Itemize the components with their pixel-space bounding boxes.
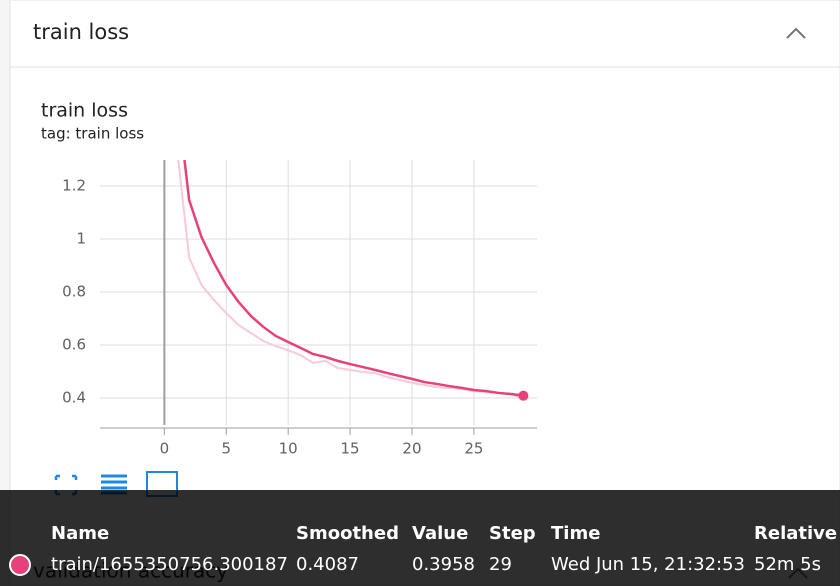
- series-line: [183, 160, 524, 397]
- y-tick-label: 1.2: [62, 176, 86, 194]
- tooltip: [0, 490, 840, 586]
- plot: 0.4 0.6 0.8 1 1.2 0 5 10 15 20 25: [62, 160, 537, 458]
- x-tick-label: 20: [402, 440, 421, 458]
- x-tick-label: 0: [160, 440, 170, 458]
- tooltip-content: Name Smoothed Value Step Time Relative t…: [9, 523, 837, 576]
- x-tick-label: 10: [279, 440, 298, 458]
- tooltip-header: Smoothed: [296, 523, 399, 544]
- panel-title[interactable]: train loss: [33, 20, 129, 44]
- tooltip-header: Step: [489, 523, 536, 544]
- card: [9, 0, 840, 586]
- tooltip-header: Name: [51, 523, 109, 544]
- y-tick-label: 0.8: [62, 282, 86, 300]
- tooltip-header: Value: [412, 523, 468, 544]
- tooltip-cell: 0.4087: [296, 554, 359, 575]
- x-tick-label: 15: [341, 440, 360, 458]
- tooltip-header: Time: [551, 523, 600, 544]
- tooltip-header: Relative: [754, 523, 837, 544]
- y-tick-label: 0.6: [62, 335, 86, 353]
- tooltip-cell: train/1655350756.300187: [51, 554, 288, 575]
- run-swatch: [9, 554, 31, 576]
- collapse-chevron[interactable]: [786, 27, 806, 39]
- chart-subtitle: tag: train loss: [41, 125, 144, 143]
- tooltip-cell: 52m 5s: [754, 554, 821, 575]
- log-scale-button[interactable]: [101, 474, 127, 495]
- tooltip-cell: 29: [489, 554, 512, 575]
- hover-point: [518, 390, 529, 401]
- x-tick-label: 25: [464, 440, 483, 458]
- y-tick-label: 1: [76, 229, 86, 247]
- x-tick-label: 5: [221, 440, 231, 458]
- y-tick-label: 0.4: [62, 388, 86, 406]
- tooltip-cell: Wed Jun 15, 21:32:53: [551, 554, 745, 575]
- chart-title: train loss: [41, 100, 128, 122]
- tooltip-cell: 0.3958: [412, 554, 475, 575]
